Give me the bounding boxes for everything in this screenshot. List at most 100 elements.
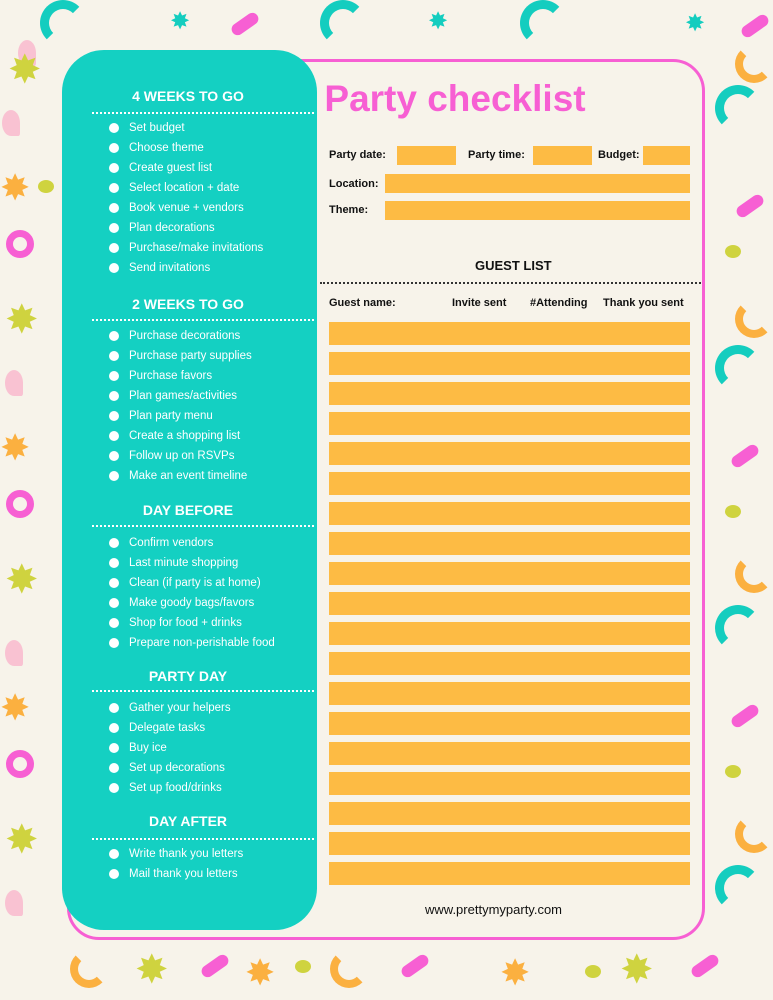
checkbox-circle-icon[interactable] (109, 703, 119, 713)
checkbox-circle-icon[interactable] (109, 391, 119, 401)
checkbox-circle-icon[interactable] (109, 411, 119, 421)
checklist-item[interactable]: Send invitations (109, 258, 210, 278)
guest-row[interactable] (329, 772, 690, 795)
confetti-shape (735, 300, 773, 338)
checklist-item[interactable]: Make an event timeline (109, 466, 247, 486)
checklist-item[interactable]: Make goody bags/favors (109, 593, 254, 613)
checkbox-circle-icon[interactable] (109, 723, 119, 733)
checklist-item[interactable]: Write thank you letters (109, 844, 243, 864)
checklist-item[interactable]: Create guest list (109, 158, 212, 178)
checklist-item-label: Mail thank you letters (129, 868, 238, 880)
guest-row[interactable] (329, 562, 690, 585)
checklist-item[interactable]: Plan party menu (109, 406, 213, 426)
checkbox-circle-icon[interactable] (109, 471, 119, 481)
checkbox-circle-icon[interactable] (109, 578, 119, 588)
checkbox-circle-icon[interactable] (109, 431, 119, 441)
guest-row[interactable] (329, 352, 690, 375)
guest-row[interactable] (329, 532, 690, 555)
checklist-item[interactable]: Clean (if party is at home) (109, 573, 261, 593)
guest-row[interactable] (329, 472, 690, 495)
checkbox-circle-icon[interactable] (109, 598, 119, 608)
checklist-item[interactable]: Mail thank you letters (109, 864, 238, 884)
checkbox-circle-icon[interactable] (109, 763, 119, 773)
checklist-item[interactable]: Delegate tasks (109, 718, 205, 738)
checklist-item[interactable]: Set up decorations (109, 758, 225, 778)
checklist-item-label: Make goody bags/favors (129, 597, 255, 609)
checklist-item[interactable]: Purchase decorations (109, 326, 240, 346)
section-divider (92, 319, 314, 321)
checkbox-circle-icon[interactable] (109, 183, 119, 193)
section-heading: DAY AFTER (148, 813, 228, 829)
guest-row[interactable] (329, 682, 690, 705)
checkbox-circle-icon[interactable] (109, 558, 119, 568)
guest-row[interactable] (329, 322, 690, 345)
checklist-item[interactable]: Purchase/make invitations (109, 238, 263, 258)
checkbox-circle-icon[interactable] (109, 869, 119, 879)
checklist-item[interactable]: Select location + date (109, 178, 239, 198)
page-title: Party checklist (324, 78, 586, 119)
checkbox-circle-icon[interactable] (109, 351, 119, 361)
checklist-item[interactable]: Purchase party supplies (109, 346, 252, 366)
confetti-shape (715, 85, 761, 131)
checkbox-circle-icon[interactable] (109, 203, 119, 213)
checklist-item[interactable]: Book venue + vendors (109, 198, 244, 218)
checklist-item[interactable]: Gather your helpers (109, 698, 231, 718)
theme-field[interactable] (385, 201, 690, 220)
checkbox-circle-icon[interactable] (109, 143, 119, 153)
checklist-item[interactable]: Set budget (109, 118, 185, 138)
checkbox-circle-icon[interactable] (109, 371, 119, 381)
location-field[interactable] (385, 174, 690, 193)
party-time-field[interactable] (533, 146, 592, 165)
star-shape: ✸ (8, 48, 42, 92)
confetti-shape (734, 192, 766, 220)
checkbox-circle-icon[interactable] (109, 849, 119, 859)
checklist-item[interactable]: Purchase favors (109, 366, 212, 386)
checkbox-circle-icon[interactable] (109, 451, 119, 461)
guest-row[interactable] (329, 802, 690, 825)
checklist-item[interactable]: Confirm vendors (109, 533, 213, 553)
checkbox-circle-icon[interactable] (109, 123, 119, 133)
checklist-item[interactable]: Plan games/activities (109, 386, 237, 406)
checkbox-circle-icon[interactable] (109, 263, 119, 273)
checklist-item[interactable]: Buy ice (109, 738, 167, 758)
guest-row[interactable] (329, 412, 690, 435)
checkbox-circle-icon[interactable] (109, 618, 119, 628)
guest-row[interactable] (329, 592, 690, 615)
guest-row[interactable] (329, 442, 690, 465)
confetti-shape (725, 245, 741, 258)
checkbox-circle-icon[interactable] (109, 223, 119, 233)
guest-row[interactable] (329, 712, 690, 735)
checklist-item[interactable]: Create a shopping list (109, 426, 240, 446)
guest-row[interactable] (329, 652, 690, 675)
checkbox-circle-icon[interactable] (109, 743, 119, 753)
checklist-item[interactable]: Follow up on RSVPs (109, 446, 234, 466)
checkbox-circle-icon[interactable] (109, 783, 119, 793)
confetti-shape (6, 490, 34, 518)
confetti-shape (2, 110, 20, 136)
confetti-shape (320, 0, 366, 46)
checklist-item-label: Last minute shopping (129, 557, 239, 569)
budget-field[interactable] (643, 146, 690, 165)
checklist-item[interactable]: Choose theme (109, 138, 204, 158)
confetti-shape (729, 702, 761, 730)
guest-row[interactable] (329, 742, 690, 765)
checklist-item[interactable]: Shop for food + drinks (109, 613, 242, 633)
checklist-item[interactable]: Set up food/drinks (109, 778, 222, 798)
checklist-item-label: Buy ice (129, 742, 167, 754)
checklist-item[interactable]: Last minute shopping (109, 553, 238, 573)
checkbox-circle-icon[interactable] (109, 638, 119, 648)
checklist-item[interactable]: Prepare non-perishable food (109, 633, 275, 653)
checklist-item[interactable]: Plan decorations (109, 218, 215, 238)
guest-row[interactable] (329, 502, 690, 525)
party-date-field[interactable] (397, 146, 456, 165)
checklist-item-label: Create guest list (129, 162, 213, 174)
checkbox-circle-icon[interactable] (109, 163, 119, 173)
guest-row[interactable] (329, 382, 690, 405)
guest-row[interactable] (329, 832, 690, 855)
checkbox-circle-icon[interactable] (109, 243, 119, 253)
checkbox-circle-icon[interactable] (109, 538, 119, 548)
guest-row[interactable] (329, 862, 690, 885)
guest-row[interactable] (329, 622, 690, 645)
checkbox-circle-icon[interactable] (109, 331, 119, 341)
confetti-shape (715, 865, 761, 911)
